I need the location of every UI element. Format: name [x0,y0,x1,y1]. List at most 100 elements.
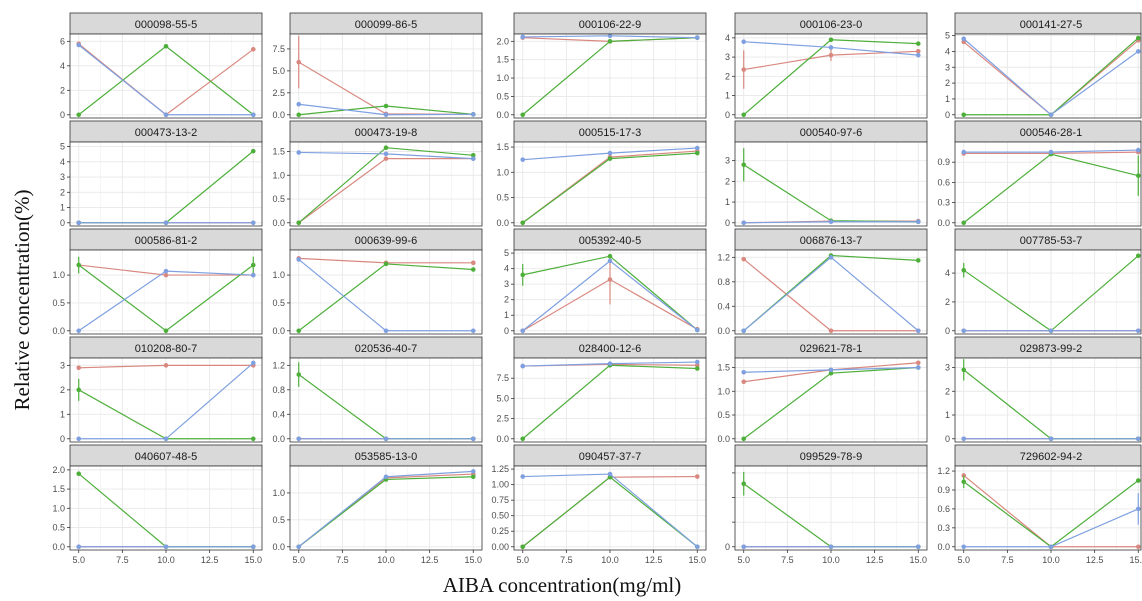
data-point [1135,478,1141,483]
y-tick-label: 1.00 [491,480,509,490]
panel-border [954,249,1142,335]
x-tick-label: 5.0 [957,555,970,565]
data-point [520,112,526,118]
y-tick-label: 0.00 [491,542,509,552]
panel-title: 053585-13-0 [355,451,417,463]
panel-title: 029621-78-1 [800,343,862,355]
data-point [250,262,256,268]
plot-marks [955,142,1141,226]
panel-border [69,249,263,335]
y-tick-label: 0.0 [272,110,285,120]
y-tick-label: 1.5 [272,147,285,157]
y-tick-label: 0.0 [52,326,65,336]
data-point [163,363,169,368]
y-tick-label: 0 [945,326,950,336]
data-point [828,52,834,58]
plot-marks [290,250,482,334]
data-point [694,359,700,365]
data-point [694,474,700,479]
data-point [915,328,921,334]
y-tick-label: 1.0 [496,167,509,177]
panel-000546-28-1: 000546-28-1 0.0 0.3 0.6 0.9 [937,120,1142,228]
data-point [163,268,169,274]
data-point [383,261,389,267]
data-point [961,328,967,334]
panel-000515-17-3: 000515-17-3 0.0 0.5 1.0 1.5 [496,120,707,228]
data-point [470,260,476,266]
panel-title: 000473-19-8 [355,127,417,139]
plot-marks [514,466,706,550]
y-tick-label: 0.8 [272,385,285,395]
data-point [470,153,476,158]
data-point [607,34,613,39]
y-tick-label: 0.0 [496,218,509,228]
y-tick-label: 1.0 [272,488,285,498]
data-point [250,112,256,118]
data-point [163,272,169,278]
data-point [1135,253,1141,259]
plot-area [955,142,1141,226]
panel-000473-19-8: 000473-19-8 0.0 0.5 1.0 1.5 [272,120,483,228]
y-tick-label: 3 [945,62,950,72]
panel-000639-99-6: 000639-99-6 0.0 0.5 1.0 [272,228,483,336]
panel-028400-12-6: 028400-12-6 0.0 2.5 5.0 7.5 [496,336,707,444]
panel-007785-53-7: 007785-53-7 0 2 4 [945,228,1142,336]
panel-000106-23-0: 000106-23-0 0 1 2 3 4 [725,12,928,120]
y-tick-label: 3 [725,52,730,62]
panel-title: 040607-48-5 [135,451,197,463]
data-point [163,43,169,49]
plot-marks [70,34,262,118]
data-point [250,46,256,52]
data-point [250,220,256,226]
data-point [520,328,526,334]
y-tick-label: 4 [945,46,950,56]
panel-title: 029873-99-2 [1020,343,1082,355]
y-tick-label: 7.5 [496,373,509,383]
y-tick-label: 1.2 [937,466,950,476]
x-tick-label: 12.5 [201,555,219,565]
panel-border [734,249,928,335]
x-tick-label: 10.0 [157,555,175,565]
y-tick-label: 0.0 [937,218,950,228]
data-point [470,474,476,480]
y-tick-label: 0.0 [52,542,65,552]
y-tick-label: 0.50 [491,511,509,521]
data-point [250,436,256,442]
data-point [1048,112,1054,118]
data-point [163,112,169,118]
y-tick-label: 0.0 [496,434,509,444]
data-point [915,41,921,46]
panel-border [289,249,483,335]
y-tick-label: 3 [60,172,65,182]
y-tick-label: 1.25 [491,464,509,474]
data-point [961,544,967,550]
x-tick-label: 15.0 [245,555,263,565]
plot-marks [955,466,1141,550]
plot-marks [70,358,262,442]
panel-title: 729602-94-2 [1020,451,1082,463]
panel-title: 000098-55-5 [135,19,197,31]
y-tick-label: 2 [60,85,65,95]
y-tick-label: 1.0 [52,270,65,280]
panel-090457-37-7: 090457-37-7 0.00 0.25 0.50 0.75 1.00 1.25 5.0 7.… [491,444,707,565]
data-point [76,436,82,442]
data-point [694,366,700,371]
data-point [961,36,967,42]
data-point [296,328,302,334]
panel-010208-80-7: 010208-80-7 0 1 2 3 [60,336,263,444]
data-point [694,150,700,156]
data-point [76,387,82,393]
y-tick-label: 1 [725,197,730,207]
data-point [915,365,921,370]
plot-marks [514,358,706,442]
x-axis-label: AIBA concentration(mg/ml) [443,573,682,597]
data-point [163,544,169,550]
y-tick-label: 5.0 [496,393,509,403]
y-tick-label: 2 [725,176,730,186]
y-tick-label: 1 [60,409,65,419]
panel-000540-97-6: 000540-97-6 0 1 2 3 [725,120,928,228]
y-tick-label: 0.0 [272,542,285,552]
data-point [296,150,302,155]
y-tick-label: 0.25 [491,526,509,536]
data-point [961,436,967,442]
